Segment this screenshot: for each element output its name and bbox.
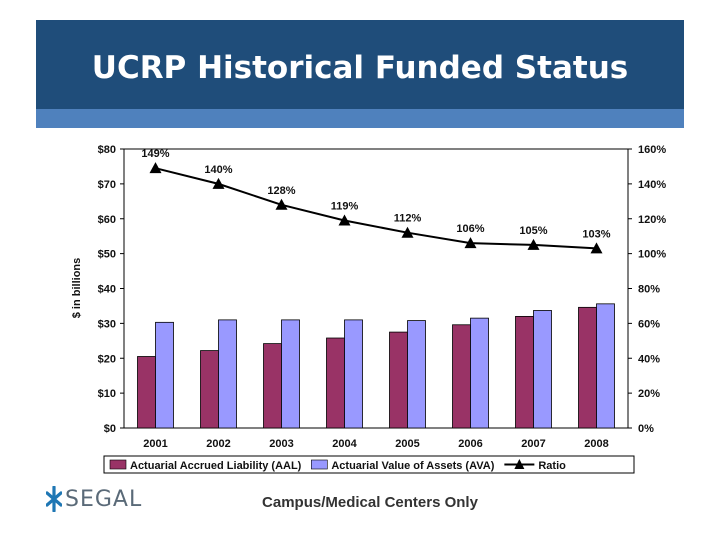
x-tick-label: 2003 bbox=[269, 438, 293, 450]
plot-border bbox=[123, 148, 629, 429]
ava-bar bbox=[533, 310, 552, 429]
left-tick-label: $60 bbox=[98, 214, 116, 226]
ava-bar bbox=[344, 319, 363, 429]
left-tick-label: $40 bbox=[98, 284, 116, 296]
funded-status-chart: $0 $10 $20 $30 $40 $50 $60 $70 $80 0% 20% 40% 60% 80… bbox=[71, 144, 666, 474]
left-tick-label: $70 bbox=[98, 179, 116, 191]
right-tick-label: 40% bbox=[638, 353, 660, 365]
x-tick-label: 2001 bbox=[143, 438, 167, 450]
legend-swatch bbox=[311, 459, 328, 470]
aal-bar bbox=[452, 324, 471, 429]
right-tick-label: 0% bbox=[638, 423, 654, 435]
segal-logo: SEGAL bbox=[46, 486, 142, 512]
left-tick-label: $50 bbox=[98, 249, 116, 261]
right-tick-label: 60% bbox=[638, 318, 660, 330]
legend-swatch bbox=[109, 459, 127, 470]
ratio-marker bbox=[464, 237, 477, 249]
x-tick-label: 2006 bbox=[458, 438, 482, 450]
aal-bar bbox=[200, 350, 219, 429]
ratio-data-label: 106% bbox=[456, 223, 484, 235]
right-tick-label: 20% bbox=[638, 388, 660, 400]
ratio-marker bbox=[338, 214, 351, 226]
left-tick-label: $0 bbox=[104, 423, 116, 435]
ratio-marker bbox=[527, 238, 540, 250]
ratio-data-label: 119% bbox=[331, 200, 359, 212]
slide-header: UCRP Historical Funded Status bbox=[36, 20, 684, 109]
aal-bar bbox=[263, 343, 282, 429]
ratio-marker bbox=[401, 226, 414, 238]
x-tick-label: 2002 bbox=[206, 438, 230, 450]
ratio-marker bbox=[212, 177, 225, 189]
x-tick-label: 2004 bbox=[332, 438, 357, 450]
ratio-marker bbox=[149, 162, 162, 174]
ratio-data-label: 103% bbox=[582, 228, 610, 240]
legend-label: Ratio bbox=[538, 460, 566, 472]
ratio-line-group: 149% 140% 128% 119% 112% 106% 105% 103% bbox=[141, 148, 611, 254]
ava-bar bbox=[407, 320, 426, 429]
right-tick-label: 80% bbox=[638, 284, 660, 296]
right-tick-label: 120% bbox=[638, 214, 666, 226]
aal-bar bbox=[137, 356, 156, 429]
ratio-data-label: 112% bbox=[394, 213, 422, 225]
left-tick-label: $10 bbox=[98, 388, 116, 400]
ava-bar bbox=[596, 303, 615, 429]
aal-bar bbox=[578, 306, 597, 429]
right-tick-label: 160% bbox=[638, 144, 666, 156]
x-tick-label: 2005 bbox=[395, 438, 419, 450]
ava-bar bbox=[218, 319, 237, 429]
right-axis-ticks: 0% 20% 40% 60% 80% 100% 120% 140% 160% bbox=[628, 144, 666, 435]
segal-asterisk-icon bbox=[46, 486, 62, 512]
legend-box bbox=[103, 455, 635, 474]
left-axis-ticks: $0 $10 $20 $30 $40 $50 $60 $70 $80 bbox=[98, 144, 124, 435]
bars-group bbox=[137, 303, 615, 429]
ratio-marker bbox=[275, 198, 288, 210]
x-tick-label: 2008 bbox=[584, 438, 608, 450]
ratio-data-label: 105% bbox=[519, 225, 547, 237]
left-tick-label: $20 bbox=[98, 353, 116, 365]
ratio-line bbox=[155, 167, 597, 250]
right-tick-label: 140% bbox=[638, 179, 666, 191]
legend-marker bbox=[514, 459, 525, 469]
footnote: Campus/Medical Centers Only bbox=[262, 494, 478, 511]
left-tick-label: $30 bbox=[98, 318, 116, 330]
x-tick-label: 2007 bbox=[521, 438, 545, 450]
plot-frame bbox=[123, 148, 629, 429]
legend: Actuarial Accrued Liability (AAL) Actuari… bbox=[103, 455, 635, 474]
legend-label: Actuarial Accrued Liability (AAL) bbox=[130, 460, 302, 472]
ava-bar bbox=[281, 319, 300, 429]
slide-title: UCRP Historical Funded Status bbox=[91, 50, 629, 86]
right-tick-label: 100% bbox=[638, 249, 666, 261]
x-axis-labels: 2001 2002 2003 2004 2005 2006 2007 2008 bbox=[143, 438, 608, 450]
ava-bar bbox=[155, 321, 174, 429]
segal-wordmark: SEGAL bbox=[65, 486, 143, 512]
aal-bar bbox=[515, 315, 534, 429]
legend-label: Actuarial Value of Assets (AVA) bbox=[331, 460, 494, 472]
left-tick-label: $80 bbox=[98, 144, 116, 156]
ava-bar bbox=[470, 317, 489, 429]
ratio-marker bbox=[590, 242, 603, 254]
y-axis-label: $ in billions bbox=[71, 258, 83, 319]
ratio-data-label: 149% bbox=[141, 148, 169, 160]
aal-bar bbox=[326, 337, 345, 429]
header-accent-band bbox=[36, 109, 684, 128]
ratio-data-label: 128% bbox=[267, 185, 295, 197]
ratio-data-label: 140% bbox=[204, 164, 232, 176]
aal-bar bbox=[389, 331, 408, 429]
